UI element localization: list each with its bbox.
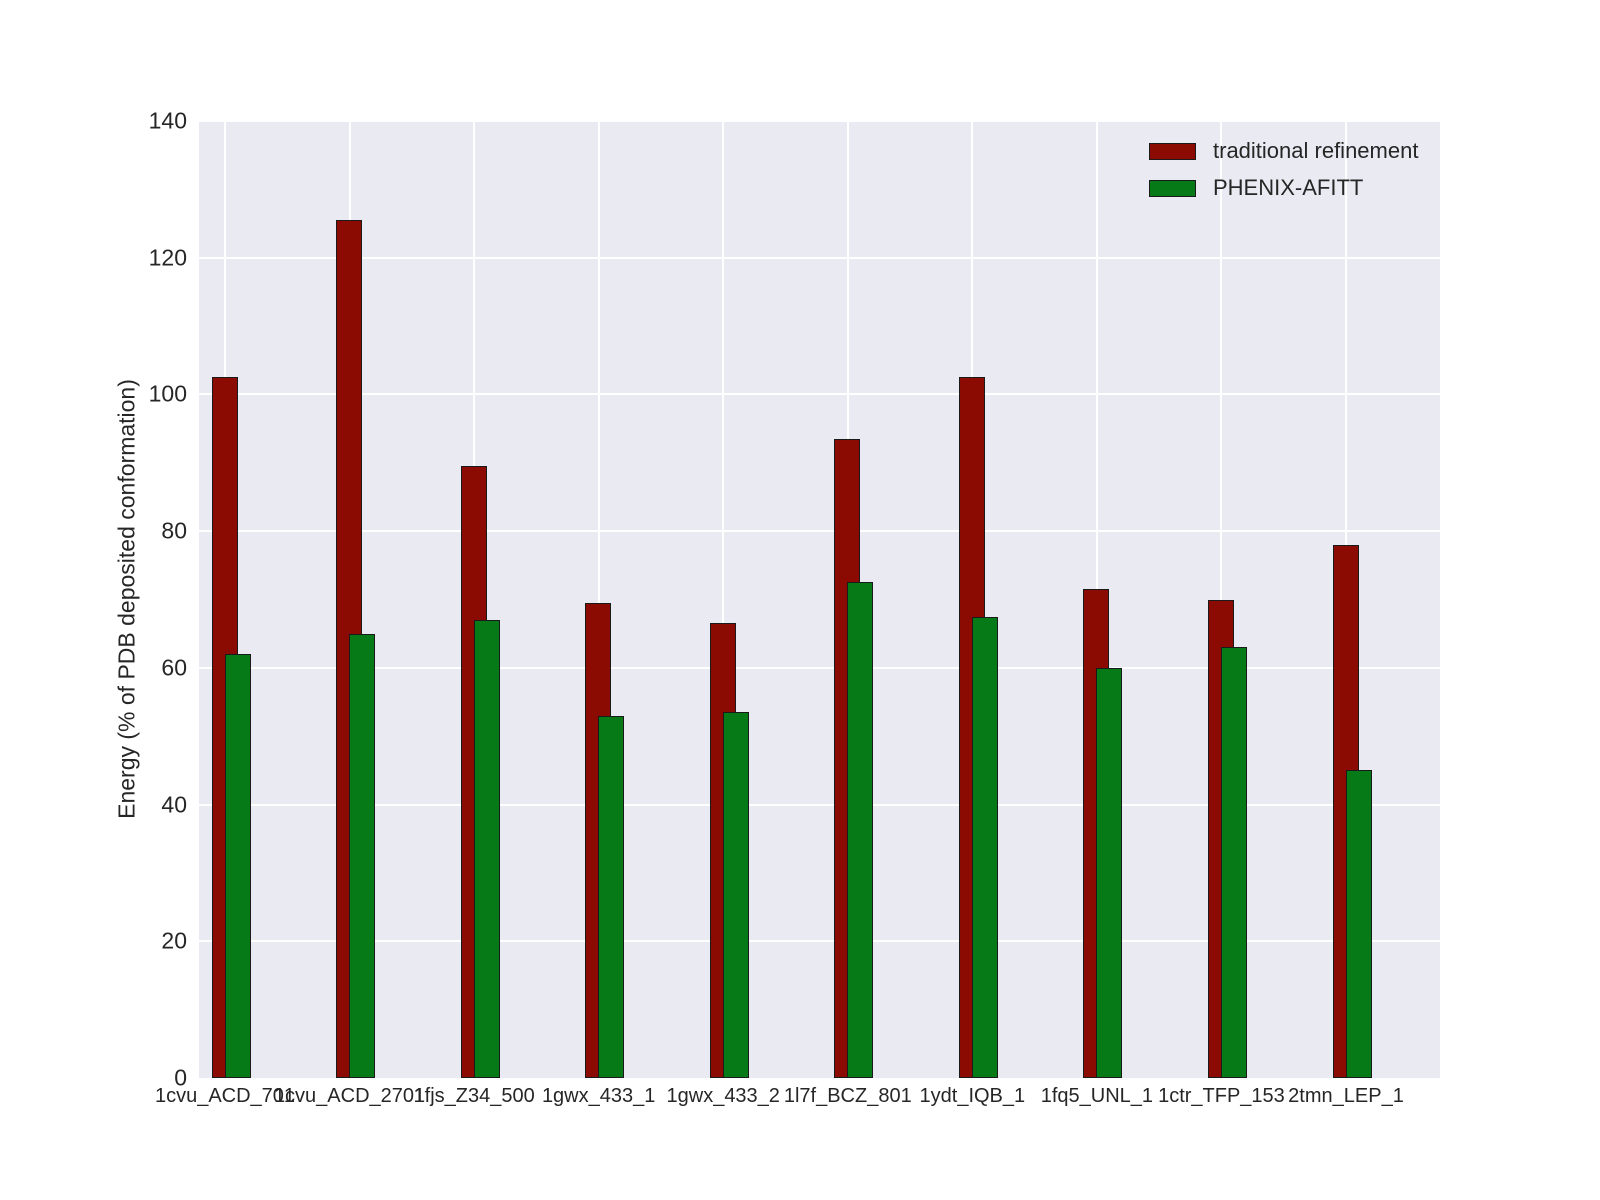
gridline-horizontal [199, 121, 1440, 122]
bar-phenix-afitt [1345, 770, 1372, 1078]
legend-label: traditional refinement [1213, 138, 1419, 163]
x-tick-label: 1gwx_433_1 [541, 1085, 656, 1107]
legend-item-phenix-afitt: PHENIX-AFITT [1149, 175, 1418, 201]
bar-phenix-afitt [847, 582, 874, 1078]
gridline-horizontal [199, 803, 1440, 806]
y-tick-label: 140 [148, 107, 187, 134]
legend-item-traditional-refinement: traditional refinement [1149, 138, 1419, 163]
gridline-horizontal [199, 256, 1440, 259]
x-tick-label: 1ctr_TFP_153 [1158, 1085, 1285, 1107]
y-tick-label: 40 [161, 791, 187, 818]
x-tick-label: 1l7f_BCZ_801 [783, 1085, 912, 1107]
bar-phenix-afitt [971, 616, 998, 1078]
x-tick-label: 2tmn_LEP_1 [1288, 1085, 1404, 1107]
y-tick-label: 20 [161, 927, 187, 954]
bar-phenix-afitt [598, 715, 625, 1078]
gridline-horizontal [199, 666, 1440, 669]
y-tick-label: 60 [161, 654, 187, 681]
gridline-vertical [722, 121, 725, 1078]
legend: traditional refinement PHENIX-AFITT [1149, 138, 1419, 213]
legend-label: PHENIX-AFITT [1213, 175, 1364, 201]
bar-phenix-afitt [722, 712, 749, 1078]
plot-area [199, 121, 1440, 1078]
x-tick-label: 1fq5_UNL_1 [1040, 1085, 1154, 1107]
x-tick-label: 1gwx_433_2 [666, 1085, 780, 1107]
x-tick-label: 1cvu_ACD_2701 [273, 1085, 426, 1107]
bar-phenix-afitt [1096, 667, 1123, 1078]
bar-phenix-afitt [349, 633, 376, 1078]
gridline-horizontal [199, 940, 1440, 943]
x-tick-label: 1ydt_IQB_1 [919, 1085, 1026, 1107]
y-tick-label: 80 [161, 517, 187, 544]
bar-phenix-afitt [1220, 647, 1247, 1078]
bar-phenix-afitt [224, 654, 251, 1078]
gridline-horizontal [199, 393, 1440, 396]
legend-swatch-traditional-refinement [1149, 142, 1196, 160]
y-tick-label: 100 [148, 380, 187, 407]
bar-phenix-afitt [473, 620, 500, 1078]
gridline-vertical [597, 121, 600, 1078]
x-tick-label: 1fjs_Z34_500 [413, 1085, 535, 1107]
x-tick-label: 1cvu_ACD_701 [154, 1085, 296, 1107]
y-axis-label: Energy (% of PDB deposited conformation) [113, 379, 140, 819]
gridline-horizontal [199, 530, 1440, 533]
y-tick-label: 120 [148, 244, 187, 271]
y-tick-label: 0 [174, 1064, 187, 1091]
legend-swatch-phenix-afitt [1149, 179, 1196, 197]
